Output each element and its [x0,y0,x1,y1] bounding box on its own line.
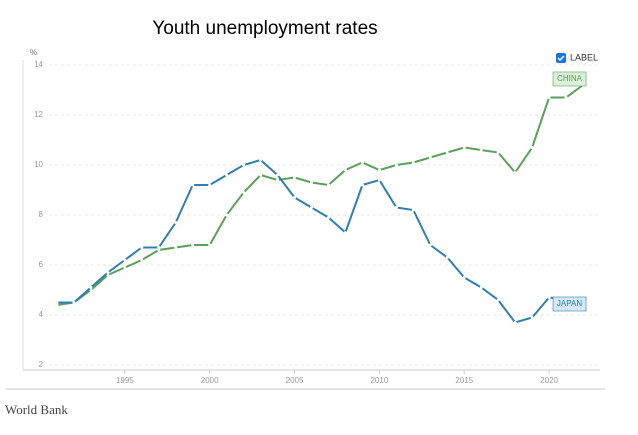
series-line [56,158,584,324]
x-tick-label: 2020 [540,376,558,385]
y-tick-label: 12 [34,110,43,119]
checkmark [557,55,565,62]
point [326,216,330,219]
point [513,171,517,174]
point [394,163,398,167]
point [496,298,500,302]
series-label-box [552,296,587,312]
point [55,301,59,304]
point [140,258,144,262]
point [343,231,347,234]
point [89,286,93,289]
y-tick-label: 6 [39,260,44,269]
point [462,146,466,149]
point [326,183,330,187]
point [479,148,483,152]
series-label-box [552,71,587,87]
point [462,276,466,279]
point [564,96,568,99]
toggle-label[interactable]: LABEL [570,52,598,62]
point [191,243,195,247]
point [360,183,364,187]
point [140,246,144,249]
point [479,286,483,289]
point [208,243,212,247]
point [343,168,347,172]
source: World Bank [5,402,68,417]
point [530,146,534,149]
point [55,303,59,307]
point [106,271,110,274]
y-tick-label: 10 [34,160,43,169]
point [208,183,212,187]
point [123,258,127,262]
point [547,96,551,99]
point [310,206,313,209]
x-tick-label: 2010 [370,376,388,385]
point [513,321,517,324]
x-tick-label: 2005 [286,376,304,385]
series-label: CHINA [557,74,583,83]
point [293,176,297,179]
x-tick-label: 2000 [201,376,219,385]
point [411,208,415,212]
point [377,168,381,172]
point [310,181,313,184]
point [259,158,263,162]
y-tick-label: 8 [39,210,44,219]
point [276,173,280,177]
point [225,213,229,217]
point [360,161,364,164]
point [72,301,76,304]
y-tick-label: 14 [34,60,43,69]
point [157,248,161,252]
series-line [56,84,584,306]
point [445,256,449,259]
point [242,191,246,194]
point [276,178,280,182]
y-unit: % [30,48,37,57]
point [530,316,534,319]
point [123,266,127,269]
y-tick-label: 4 [39,310,44,319]
point [428,156,432,159]
point [377,178,381,182]
point [411,161,415,164]
y-tick-label: 2 [39,360,44,369]
point [445,151,449,154]
point [496,151,500,154]
point [293,196,297,199]
point [259,173,263,177]
series-label: JAPAN [557,299,582,308]
x-tick-label: 2015 [455,376,473,385]
point [547,296,551,299]
chart-title: Youth unemployment rates [152,18,377,39]
x-tick-label: 1995 [116,376,134,385]
point [242,163,246,167]
point [428,243,432,247]
label-toggle[interactable]: LABEL [556,52,598,63]
point [174,221,178,224]
point [174,246,178,249]
point [157,246,161,249]
point [394,206,398,209]
point [225,173,229,177]
point [191,183,195,187]
